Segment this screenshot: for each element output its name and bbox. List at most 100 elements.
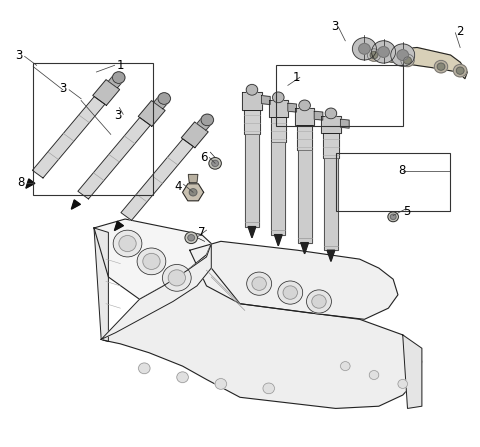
Circle shape [434, 60, 448, 73]
Circle shape [307, 290, 331, 313]
Polygon shape [244, 110, 260, 135]
Polygon shape [93, 80, 120, 105]
Circle shape [252, 277, 266, 291]
Polygon shape [108, 74, 123, 88]
Circle shape [215, 379, 227, 389]
Circle shape [139, 363, 150, 374]
Circle shape [370, 51, 378, 59]
Circle shape [312, 295, 326, 308]
Circle shape [372, 41, 396, 63]
Polygon shape [72, 200, 80, 209]
Polygon shape [101, 244, 211, 339]
Circle shape [299, 100, 311, 111]
Text: 1: 1 [117, 59, 124, 72]
Circle shape [352, 38, 376, 60]
Text: 8: 8 [17, 176, 24, 189]
Circle shape [278, 281, 303, 304]
Bar [336, 153, 450, 211]
Polygon shape [269, 100, 288, 118]
Text: 3: 3 [59, 82, 67, 95]
Polygon shape [33, 97, 105, 178]
Polygon shape [295, 108, 314, 126]
Circle shape [209, 157, 221, 169]
Circle shape [168, 270, 185, 286]
Polygon shape [297, 126, 312, 150]
Polygon shape [94, 219, 211, 299]
Polygon shape [314, 111, 323, 120]
Circle shape [340, 362, 350, 371]
Polygon shape [271, 142, 285, 235]
Circle shape [158, 93, 170, 104]
Circle shape [189, 189, 197, 196]
Circle shape [367, 49, 381, 61]
Circle shape [201, 114, 214, 126]
Text: 5: 5 [403, 205, 410, 218]
Text: 4: 4 [174, 181, 181, 194]
Circle shape [359, 43, 370, 54]
Polygon shape [357, 46, 468, 79]
Polygon shape [323, 134, 338, 158]
Polygon shape [182, 184, 204, 201]
Circle shape [369, 371, 379, 380]
Text: 8: 8 [398, 164, 406, 177]
Polygon shape [403, 335, 422, 409]
Polygon shape [248, 227, 256, 238]
Circle shape [456, 67, 464, 74]
Circle shape [283, 286, 298, 299]
Polygon shape [138, 101, 165, 127]
Circle shape [378, 46, 389, 57]
Polygon shape [271, 118, 286, 142]
Circle shape [212, 160, 218, 166]
Circle shape [113, 230, 142, 257]
Circle shape [246, 84, 258, 95]
Circle shape [437, 63, 445, 70]
Circle shape [391, 44, 415, 66]
Polygon shape [197, 117, 212, 130]
Circle shape [188, 235, 194, 241]
Polygon shape [188, 174, 198, 182]
Polygon shape [154, 95, 169, 109]
Polygon shape [301, 243, 309, 254]
Text: 6: 6 [200, 151, 208, 164]
Polygon shape [340, 119, 349, 128]
Circle shape [247, 272, 272, 295]
Polygon shape [181, 122, 208, 148]
Circle shape [119, 236, 136, 252]
Circle shape [404, 57, 411, 64]
Polygon shape [324, 158, 338, 250]
Circle shape [185, 232, 197, 244]
Polygon shape [298, 150, 312, 243]
Text: 2: 2 [456, 25, 464, 38]
Polygon shape [322, 116, 340, 134]
Polygon shape [190, 241, 398, 319]
Circle shape [388, 212, 398, 222]
Polygon shape [245, 135, 259, 227]
Circle shape [177, 372, 188, 383]
Circle shape [162, 265, 191, 291]
Polygon shape [101, 268, 422, 409]
Circle shape [398, 380, 408, 388]
Circle shape [397, 50, 408, 60]
Circle shape [454, 64, 467, 77]
Text: 3: 3 [114, 109, 121, 122]
Polygon shape [121, 139, 193, 220]
Circle shape [263, 383, 275, 394]
Polygon shape [327, 250, 335, 261]
Circle shape [143, 253, 160, 270]
Bar [33, 63, 153, 194]
Circle shape [390, 214, 396, 219]
Circle shape [273, 92, 284, 103]
Polygon shape [26, 179, 35, 188]
Text: 3: 3 [15, 49, 23, 62]
Circle shape [112, 72, 125, 84]
Text: 7: 7 [198, 226, 205, 239]
Polygon shape [288, 103, 297, 112]
Text: 1: 1 [293, 71, 300, 84]
Polygon shape [114, 221, 123, 231]
Polygon shape [78, 118, 150, 199]
Polygon shape [94, 228, 108, 342]
Circle shape [401, 54, 414, 67]
Bar [276, 65, 403, 127]
Circle shape [137, 248, 166, 275]
Polygon shape [262, 96, 270, 105]
